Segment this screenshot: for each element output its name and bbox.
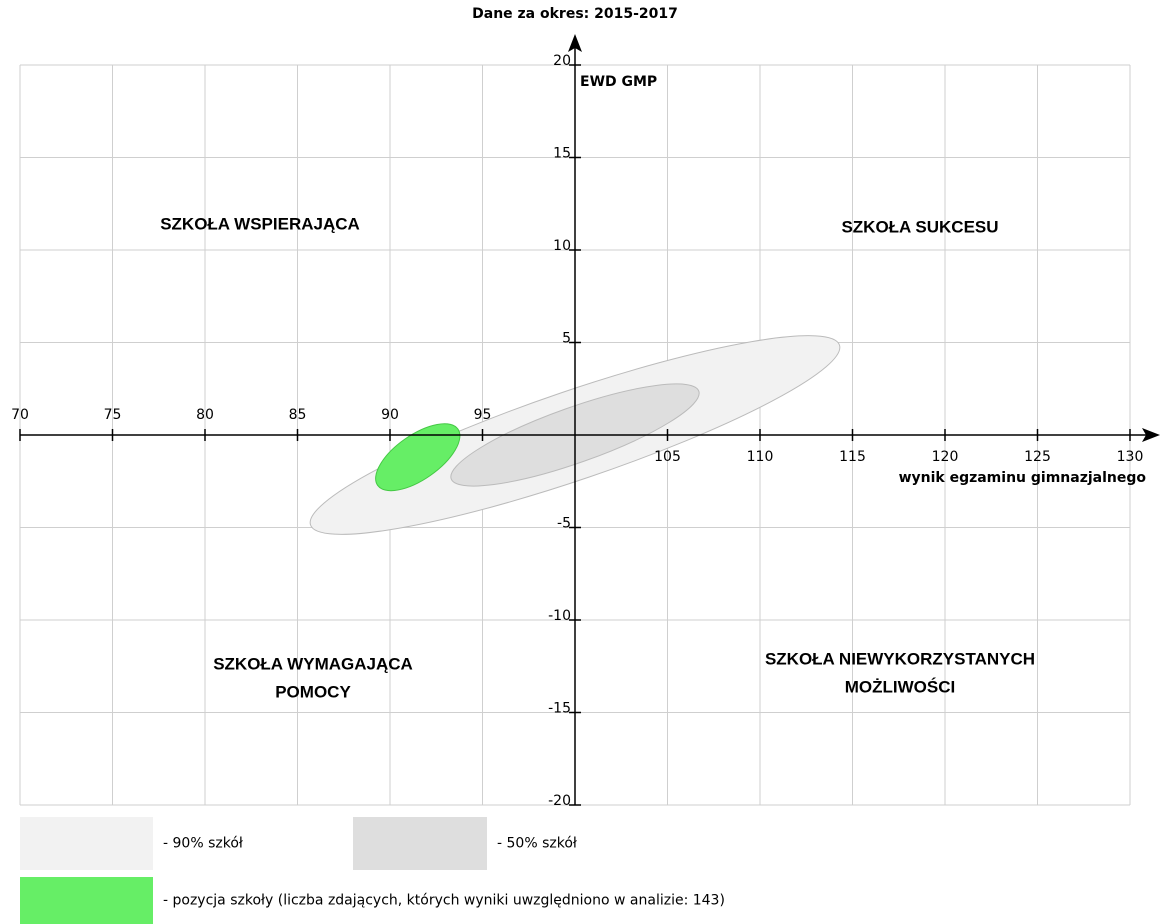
y-tick-label: 5 bbox=[562, 331, 571, 347]
x-tick-label: 130 bbox=[1117, 449, 1144, 465]
x-tick-label: 70 bbox=[11, 407, 29, 423]
legend-label: - 90% szkół bbox=[163, 836, 243, 852]
region-ellipse bbox=[375, 423, 461, 492]
x-tick-label: 120 bbox=[932, 449, 959, 465]
legend-swatch bbox=[20, 817, 153, 870]
y-axis-arrow bbox=[568, 34, 582, 52]
legend-swatch bbox=[20, 877, 153, 924]
x-tick-label: 115 bbox=[839, 449, 866, 465]
quadrant-label: MOŻLIWOŚCI bbox=[845, 677, 955, 696]
y-tick-label: 15 bbox=[553, 146, 571, 162]
x-tick-label: 110 bbox=[747, 449, 774, 465]
x-tick-label: 125 bbox=[1024, 449, 1051, 465]
y-tick-label: 10 bbox=[553, 238, 571, 254]
x-axis-arrow bbox=[1142, 428, 1160, 442]
legend-label: - 50% szkół bbox=[497, 836, 577, 852]
quadrant-label: SZKOŁA WSPIERAJĄCA bbox=[160, 214, 360, 233]
x-tick-label: 85 bbox=[289, 407, 307, 423]
y-tick-label: -5 bbox=[557, 516, 571, 532]
chart-title: Dane za okres: 2015-2017 bbox=[472, 6, 678, 22]
quadrant-label: POMOCY bbox=[275, 682, 351, 701]
x-tick-label: 105 bbox=[654, 449, 681, 465]
y-tick-label: -10 bbox=[548, 608, 571, 624]
y-axis-label: EWD GMP bbox=[580, 74, 657, 90]
y-tick-label: -15 bbox=[548, 701, 571, 717]
legend-swatch bbox=[353, 817, 487, 870]
x-tick-label: 95 bbox=[474, 407, 492, 423]
y-tick-label: -20 bbox=[548, 793, 571, 809]
quadrant-label: SZKOŁA WYMAGAJĄCA bbox=[213, 654, 413, 673]
x-axis-label: wynik egzaminu gimnazjalnego bbox=[899, 470, 1147, 486]
quadrant-label: SZKOŁA SUKCESU bbox=[841, 217, 998, 236]
x-tick-label: 80 bbox=[196, 407, 214, 423]
x-tick-label: 90 bbox=[381, 407, 399, 423]
y-tick-label: 20 bbox=[553, 53, 571, 69]
legend-label: - pozycja szkoły (liczba zdających, któr… bbox=[163, 893, 725, 909]
x-tick-label: 75 bbox=[104, 407, 122, 423]
quadrant-label: SZKOŁA NIEWYKORZYSTANYCH bbox=[765, 649, 1035, 668]
